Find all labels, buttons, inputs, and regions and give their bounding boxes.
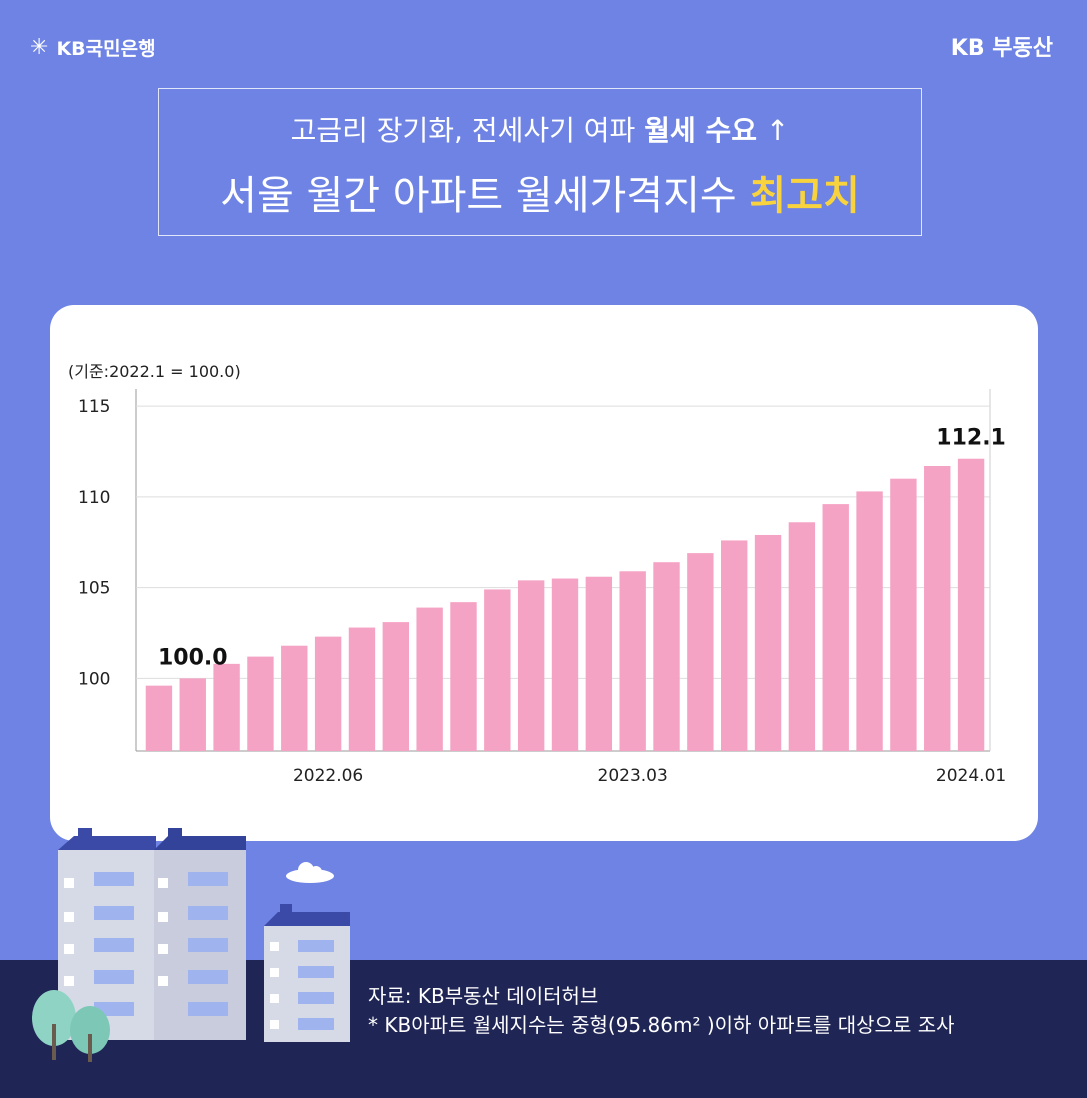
bar [619,571,646,751]
bar [450,602,477,751]
bar [179,678,206,751]
bar [754,534,782,751]
bar [551,578,579,751]
bar [890,478,917,751]
x-tick-label: 2024.01 [936,766,1006,786]
bar [213,663,240,751]
bar [822,504,849,751]
apartment-buildings-icon [32,828,350,1062]
bar [484,589,511,751]
bar [314,636,342,751]
headline-line2: 서울 월간 아파트 월세가격지수 최고치 [159,163,921,221]
headline-line2-prefix: 서울 월간 아파트 월세가격지수 [220,173,750,219]
unit-note: (기준:2022.1 = 100.0) [68,362,241,381]
chart-card: (기준:2022.1 = 100.0) 100 105 110 115 2022.06 20… [50,305,1038,841]
bar [687,553,714,751]
bar [517,580,545,751]
bar [348,627,376,751]
headline-box: 고금리 장기화, 전세사기 여파 월세 수요 ↑ 서울 월간 아파트 월세가격지… [158,88,922,236]
bar [145,685,173,751]
data-label: 100.0 [158,645,228,670]
bar-chart: (기준:2022.1 = 100.0) 100 105 110 115 2022.06 20… [68,362,1006,786]
kb-realestate-logo: KB 부동산 [950,36,1053,61]
kb-bank-name: KB국민은행 [56,38,156,60]
bar [721,540,748,751]
data-label: 112.1 [936,426,1006,451]
bar [281,645,308,751]
headline-line1: 고금리 장기화, 전세사기 여파 월세 수요 ↑ [159,109,921,149]
headline-line1-prefix: 고금리 장기화, 전세사기 여파 [290,114,645,147]
up-arrow-icon: ↑ [765,114,790,147]
bar [382,622,409,751]
bar [247,656,274,751]
x-tick-label: 2023.03 [598,766,668,786]
bar [856,491,883,751]
bar [788,522,816,751]
source-line1: 자료: KB부동산 데이터허브 [368,984,599,1008]
bar [957,458,985,751]
cloud-icon [286,862,334,883]
kb-bank-logo: ✳ KB국민은행 [30,34,156,61]
bar [416,607,443,751]
bar [585,576,613,751]
y-tick-label: 110 [78,488,110,508]
headline-highlight: 최고치 [749,173,860,219]
bar [924,465,951,751]
source-line2: * KB아파트 월세지수는 중형(95.86m² )이하 아파트를 대상으로 조… [368,1013,955,1037]
bar [653,562,680,751]
y-tick-label: 115 [78,397,110,417]
headline-line1-bold: 월세 수요 [644,114,758,147]
y-tick-label: 105 [78,579,110,599]
x-tick-label: 2022.06 [293,766,363,786]
y-tick-label: 100 [78,669,110,689]
kb-star-icon: ✳ [30,35,49,60]
source-note: 자료: KB부동산 데이터허브 * KB아파트 월세지수는 중형(95.86m²… [368,982,955,1040]
